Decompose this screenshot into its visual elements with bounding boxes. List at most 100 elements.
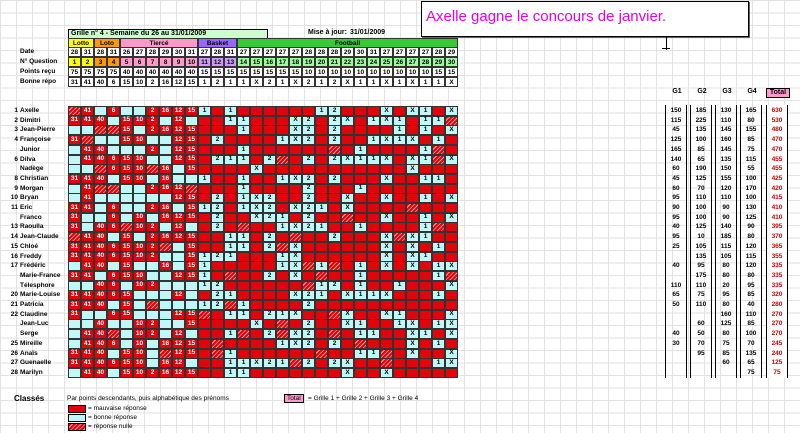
answer-cell: 16 xyxy=(159,164,172,175)
answer-cell xyxy=(315,135,328,146)
answer-cell: 2 xyxy=(302,173,315,184)
points-cell: 40 xyxy=(185,67,198,77)
score-total: 355 xyxy=(766,250,788,262)
answer-cell: 15 xyxy=(185,309,198,320)
score-g4: 100 xyxy=(740,192,762,204)
score-total: 75 xyxy=(766,366,788,378)
score-g4: 40 xyxy=(740,299,762,310)
bonne-cell: 1 xyxy=(354,77,367,87)
date-cell: 28 xyxy=(432,47,445,57)
answer-cell: 1 xyxy=(393,135,406,146)
answer-cell xyxy=(250,338,263,349)
answer-cell xyxy=(120,183,133,194)
answer-cell xyxy=(107,367,120,378)
answer-cell xyxy=(68,183,81,194)
answer-cell: 2 xyxy=(146,232,159,243)
answer-cell: X xyxy=(289,125,302,136)
answer-cell: 1 xyxy=(237,154,250,165)
answer-cell: 10 xyxy=(133,222,146,233)
answer-cell xyxy=(367,106,380,116)
score-g4: 100 xyxy=(740,328,762,340)
answer-cell xyxy=(289,154,302,165)
answer-cell xyxy=(445,300,458,310)
answer-cell: 31 xyxy=(68,212,81,223)
question-cell: 7 xyxy=(146,57,159,67)
answer-cell xyxy=(341,348,354,359)
date-cell: 27 xyxy=(393,47,406,57)
answer-cell xyxy=(380,125,393,136)
answer-cell: X xyxy=(250,193,263,204)
answer-cell xyxy=(120,144,133,155)
answer-cell xyxy=(354,115,367,126)
player-rank: 2 xyxy=(14,116,18,124)
answer-cell: X xyxy=(380,115,393,126)
answer-cell xyxy=(445,367,458,378)
date-cell: 27 xyxy=(198,47,211,57)
answer-cell xyxy=(341,329,354,340)
answer-cell xyxy=(406,280,419,291)
date-cell: 31 xyxy=(107,47,120,57)
answer-cell xyxy=(432,183,445,194)
answer-cell: 10 xyxy=(133,164,146,175)
player-name: Morgan xyxy=(20,184,44,192)
score-g1: 40 xyxy=(665,221,687,233)
score-g3: 80 xyxy=(715,328,737,340)
answer-cell: 16 xyxy=(159,338,172,349)
answer-cell xyxy=(276,164,289,175)
answer-cell: 40 xyxy=(94,251,107,262)
answer-cell: 1 xyxy=(224,367,237,378)
player-name: Marie-France xyxy=(20,271,61,279)
answer-cell: 1 xyxy=(224,241,237,252)
score-g4: 170 xyxy=(740,182,762,194)
answer-cell xyxy=(393,212,406,223)
answer-cell: 41 xyxy=(81,106,94,116)
date-cell: 27 xyxy=(419,47,432,57)
answer-cell xyxy=(107,135,120,146)
answer-cell xyxy=(172,280,185,291)
answer-cell: 15 xyxy=(185,203,198,213)
answer-cell: 31 xyxy=(68,309,81,320)
answer-cell: X xyxy=(289,329,302,340)
answer-cell xyxy=(237,338,250,349)
answer-cell xyxy=(354,193,367,204)
answer-cell xyxy=(419,358,432,369)
answer-cell: 41 xyxy=(81,290,94,301)
answer-cell: 6 xyxy=(107,358,120,369)
date-cell: 28 xyxy=(302,47,315,57)
answer-cell xyxy=(237,261,250,272)
score-g2: 125 xyxy=(690,172,712,184)
answer-cell xyxy=(263,338,276,349)
answer-cell xyxy=(68,144,81,155)
answer-cell xyxy=(276,241,289,252)
score-g3: 90 xyxy=(715,211,737,223)
answer-cell xyxy=(107,232,120,243)
points-cell: 40 xyxy=(133,67,146,77)
answer-cell xyxy=(406,193,419,204)
answer-cell: 2 xyxy=(263,358,276,369)
score-g1: 95 xyxy=(665,211,687,223)
score-total: 455 xyxy=(766,163,788,175)
answer-cell xyxy=(81,222,94,233)
answer-cell xyxy=(367,193,380,204)
answer-cell: 6 xyxy=(107,222,120,233)
answer-cell: 15 xyxy=(185,251,198,262)
answer-cell: 1 xyxy=(367,329,380,340)
score-g3: 130 xyxy=(715,105,737,116)
score-g3: 125 xyxy=(715,318,737,330)
answer-cell: X xyxy=(341,193,354,204)
answer-cell xyxy=(146,270,159,281)
answer-cell xyxy=(276,144,289,155)
answer-cell: X xyxy=(341,290,354,301)
answer-cell: 2 xyxy=(302,290,315,301)
date-cell: 28 xyxy=(146,47,159,57)
answer-cell xyxy=(198,183,211,194)
answer-cell: 6 xyxy=(107,106,120,116)
answer-cell xyxy=(315,348,328,359)
answer-cell: 2 xyxy=(211,280,224,291)
answer-cell xyxy=(224,270,237,281)
answer-cell: 15 xyxy=(185,348,198,359)
answer-cell: 15 xyxy=(120,261,133,272)
answer-cell xyxy=(94,135,107,146)
answer-cell: 40 xyxy=(94,367,107,378)
answer-cell xyxy=(354,106,367,116)
